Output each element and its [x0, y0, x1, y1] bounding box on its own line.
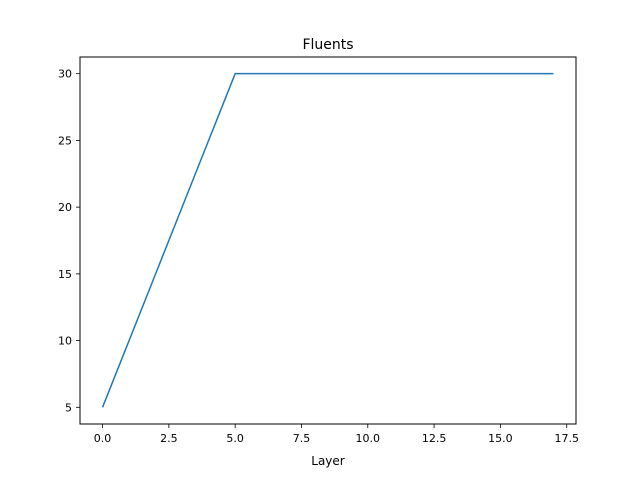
y-tick-label: 15 [58, 268, 72, 281]
x-axis-label: Layer [311, 454, 345, 468]
x-tick-label: 17.5 [554, 432, 579, 445]
y-axis-ticks: 5 10 15 20 25 30 [58, 68, 80, 414]
plot-frame [79, 56, 577, 425]
x-tick-label: 0.0 [94, 432, 112, 445]
series-line-0 [101, 72, 554, 408]
y-tick-label: 20 [58, 201, 72, 214]
x-tick-label: 12.5 [422, 432, 447, 445]
y-tick-label: 10 [58, 335, 72, 348]
x-axis-ticks: 0.0 2.5 5.0 7.5 10.0 12.5 15.0 17.5 [94, 424, 579, 445]
y-tick-label: 25 [58, 134, 72, 147]
y-tick-label: 5 [65, 401, 72, 414]
y-tick-label: 30 [58, 68, 72, 81]
x-tick-label: 7.5 [293, 432, 311, 445]
x-tick-label: 2.5 [160, 432, 178, 445]
x-tick-label: 5.0 [226, 432, 244, 445]
chart-title: Fluents [302, 37, 353, 53]
series-layer [101, 72, 554, 408]
x-tick-label: 15.0 [488, 432, 513, 445]
x-tick-label: 10.0 [356, 432, 381, 445]
